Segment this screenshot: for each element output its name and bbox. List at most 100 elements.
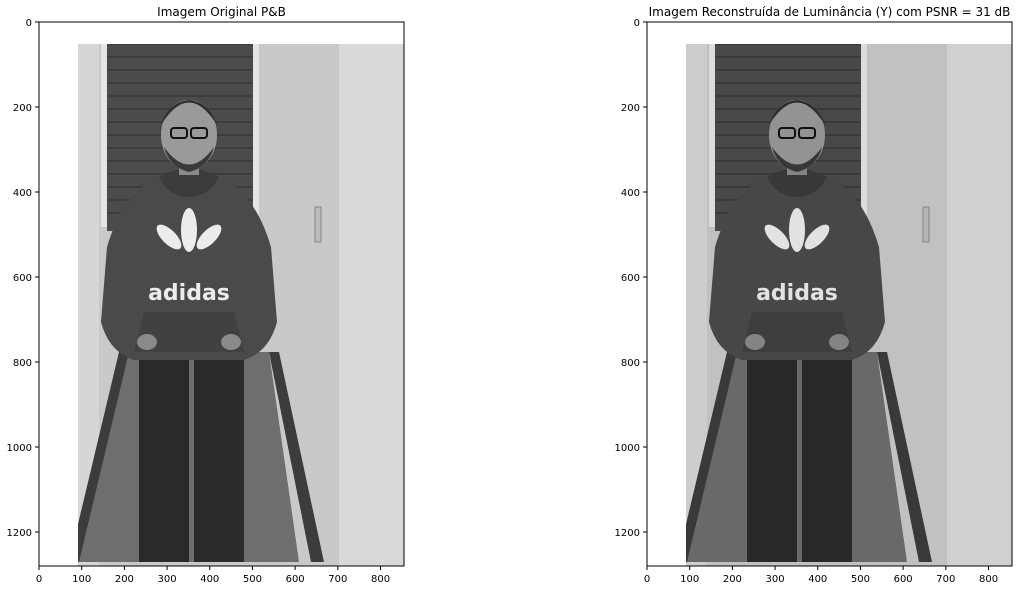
x-tick-label: 300 xyxy=(766,574,785,585)
wall-hook xyxy=(66,69,72,171)
x-tick-700: 700 xyxy=(936,566,955,585)
left-plot: adidas 0 100 200 300 400 500 600 700 800 0 200 400 60… xyxy=(7,18,405,585)
right-figure: Imagem Reconstruída de Luminância (Y) co… xyxy=(608,0,1013,590)
x-tick-200: 200 xyxy=(115,566,134,585)
x-tick-label: 700 xyxy=(328,574,347,585)
left-wall xyxy=(686,44,707,566)
left-leg xyxy=(139,352,189,562)
x-tick-100: 100 xyxy=(72,566,91,585)
y-tick-label: 400 xyxy=(13,188,32,199)
x-tick-700: 700 xyxy=(328,566,347,585)
x-tick-label: 100 xyxy=(680,574,699,585)
x-tick-label: 200 xyxy=(115,574,134,585)
left-figure: Imagem Original P&B adidas 0 100 200 300 400 5… xyxy=(0,0,405,590)
y-tick-label: 1000 xyxy=(7,443,32,454)
floor-left-rail xyxy=(78,352,129,562)
left-hand xyxy=(137,334,157,350)
hoodie-pocket xyxy=(742,312,852,352)
right-leg xyxy=(802,352,852,562)
trefoil-logo xyxy=(156,208,222,265)
reconstruction-tint xyxy=(686,44,1012,566)
x-tick-100: 100 xyxy=(680,566,699,585)
x-tick-label: 800 xyxy=(979,574,998,585)
hood xyxy=(767,168,827,197)
x-tick-label: 600 xyxy=(286,574,305,585)
photo-0: adidas xyxy=(66,44,404,566)
left-hand xyxy=(745,334,765,350)
right-hand xyxy=(221,334,241,350)
y-tick-label: 1200 xyxy=(7,528,32,539)
x-tick-300: 300 xyxy=(766,566,785,585)
floor-right-rail xyxy=(877,352,932,562)
y-tick-1000: 1000 xyxy=(7,443,39,454)
hoodie-pocket xyxy=(134,312,244,352)
y-tick-0: 0 xyxy=(26,18,39,29)
logo-text: adidas xyxy=(756,281,838,306)
beard xyxy=(164,147,214,172)
beard xyxy=(772,147,822,172)
x-tick-500: 500 xyxy=(243,566,262,585)
left-wall xyxy=(78,44,99,566)
x-tick-800: 800 xyxy=(979,566,998,585)
y-tick-1200: 1200 xyxy=(7,528,39,539)
x-tick-label: 200 xyxy=(723,574,742,585)
x-tick-label: 0 xyxy=(36,574,42,585)
x-tick-600: 600 xyxy=(286,566,305,585)
x-tick-label: 500 xyxy=(851,574,870,585)
x-tick-800: 800 xyxy=(371,566,390,585)
y-tick-label: 200 xyxy=(13,103,32,114)
light-switch xyxy=(922,206,930,243)
axes-frame xyxy=(646,21,1013,567)
x-tick-300: 300 xyxy=(158,566,177,585)
floor-left-rail xyxy=(686,352,737,562)
right-hand xyxy=(829,334,849,350)
y-tick-label: 400 xyxy=(621,188,640,199)
y-tick-200: 200 xyxy=(621,103,647,114)
y-tick-label: 800 xyxy=(13,358,32,369)
right-wall xyxy=(339,44,404,566)
x-tick-label: 400 xyxy=(200,574,219,585)
y-tick-800: 800 xyxy=(13,358,39,369)
hood xyxy=(159,168,219,197)
y-tick-label: 1000 xyxy=(615,443,640,454)
y-tick-label: 0 xyxy=(634,18,640,29)
glasses-right xyxy=(798,127,816,139)
x-tick-label: 100 xyxy=(72,574,91,585)
x-tick-label: 300 xyxy=(158,574,177,585)
y-tick-label: 0 xyxy=(26,18,32,29)
y-tick-label: 800 xyxy=(621,358,640,369)
head xyxy=(769,100,825,170)
logo-text: adidas xyxy=(148,281,230,306)
y-tick-label: 600 xyxy=(621,273,640,284)
x-tick-500: 500 xyxy=(851,566,870,585)
y-tick-400: 400 xyxy=(621,188,647,199)
photo-1: adidas xyxy=(674,44,1012,566)
trefoil-logo xyxy=(764,208,830,265)
y-tick-800: 800 xyxy=(621,358,647,369)
x-tick-400: 400 xyxy=(200,566,219,585)
x-tick-label: 700 xyxy=(936,574,955,585)
wall-hook xyxy=(674,69,680,171)
right-leg xyxy=(194,352,244,562)
glasses-left xyxy=(778,127,796,139)
floor-right-rail xyxy=(269,352,324,562)
y-tick-1000: 1000 xyxy=(615,443,647,454)
light-switch xyxy=(314,206,322,243)
right-wall xyxy=(947,44,1012,566)
y-tick-1200: 1200 xyxy=(615,528,647,539)
left-leg xyxy=(747,352,797,562)
glasses-right xyxy=(190,127,208,139)
x-tick-label: 400 xyxy=(808,574,827,585)
y-tick-200: 200 xyxy=(13,103,39,114)
axes-frame xyxy=(38,21,405,567)
y-tick-label: 200 xyxy=(621,103,640,114)
left-figure-title: Imagem Original P&B xyxy=(157,5,286,19)
y-tick-label: 1200 xyxy=(615,528,640,539)
y-tick-400: 400 xyxy=(13,188,39,199)
glasses-left xyxy=(170,127,188,139)
hair xyxy=(161,100,217,125)
y-tick-600: 600 xyxy=(13,273,39,284)
head xyxy=(161,100,217,170)
x-tick-400: 400 xyxy=(808,566,827,585)
hair xyxy=(769,100,825,125)
